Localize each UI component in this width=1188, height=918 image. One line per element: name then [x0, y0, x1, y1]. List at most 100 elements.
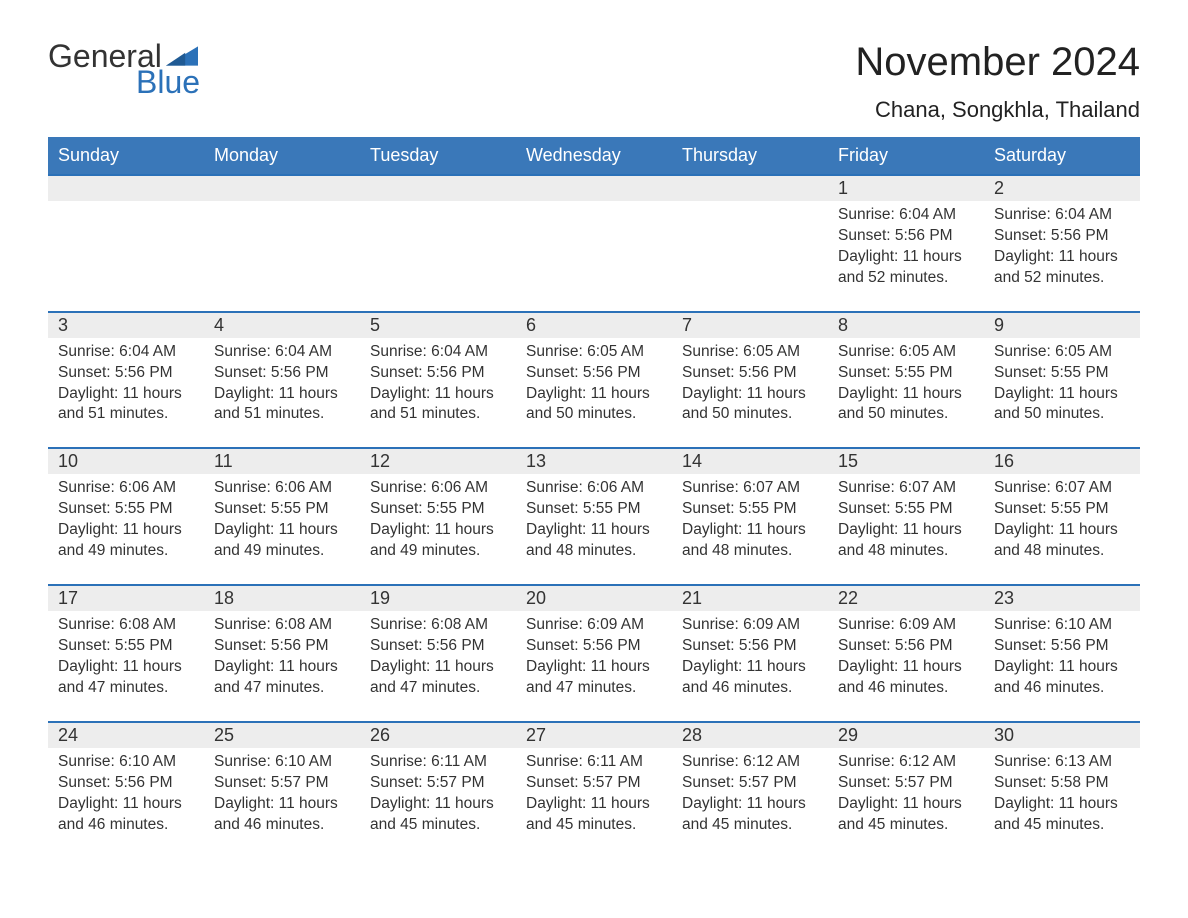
sunrise-text: Sunrise: 6:08 AM	[214, 615, 352, 636]
day-details: Sunrise: 6:04 AMSunset: 5:56 PMDaylight:…	[838, 205, 976, 289]
daylight-text: Daylight: 11 hours and 47 minutes.	[214, 657, 352, 699]
day-cell: Sunrise: 6:10 AMSunset: 5:56 PMDaylight:…	[48, 748, 204, 836]
sunset-text: Sunset: 5:56 PM	[994, 226, 1132, 247]
daylight-text: Daylight: 11 hours and 48 minutes.	[838, 520, 976, 562]
sunset-text: Sunset: 5:57 PM	[838, 773, 976, 794]
daylight-text: Daylight: 11 hours and 45 minutes.	[370, 794, 508, 836]
daylight-text: Daylight: 11 hours and 48 minutes.	[526, 520, 664, 562]
day-number: 19	[360, 586, 516, 611]
daylight-text: Daylight: 11 hours and 50 minutes.	[838, 384, 976, 426]
day-number: 2	[984, 176, 1140, 201]
day-number: 17	[48, 586, 204, 611]
day-cell: Sunrise: 6:05 AMSunset: 5:56 PMDaylight:…	[672, 338, 828, 426]
day-number: 12	[360, 449, 516, 474]
sunset-text: Sunset: 5:55 PM	[58, 636, 196, 657]
day-number: 26	[360, 723, 516, 748]
day-number: 4	[204, 313, 360, 338]
day-details: Sunrise: 6:05 AMSunset: 5:55 PMDaylight:…	[994, 342, 1132, 426]
sunrise-text: Sunrise: 6:06 AM	[58, 478, 196, 499]
week-row: Sunrise: 6:04 AMSunset: 5:56 PMDaylight:…	[48, 201, 1140, 289]
day-cell: Sunrise: 6:09 AMSunset: 5:56 PMDaylight:…	[516, 611, 672, 699]
day-details: Sunrise: 6:10 AMSunset: 5:56 PMDaylight:…	[994, 615, 1132, 699]
sunset-text: Sunset: 5:56 PM	[682, 363, 820, 384]
sunrise-text: Sunrise: 6:05 AM	[682, 342, 820, 363]
day-cell: Sunrise: 6:08 AMSunset: 5:55 PMDaylight:…	[48, 611, 204, 699]
sunset-text: Sunset: 5:58 PM	[994, 773, 1132, 794]
sunrise-text: Sunrise: 6:06 AM	[370, 478, 508, 499]
day-details: Sunrise: 6:11 AMSunset: 5:57 PMDaylight:…	[526, 752, 664, 836]
sunrise-text: Sunrise: 6:10 AM	[994, 615, 1132, 636]
daylight-text: Daylight: 11 hours and 52 minutes.	[994, 247, 1132, 289]
day-cell: Sunrise: 6:10 AMSunset: 5:56 PMDaylight:…	[984, 611, 1140, 699]
daylight-text: Daylight: 11 hours and 50 minutes.	[526, 384, 664, 426]
day-cell: Sunrise: 6:04 AMSunset: 5:56 PMDaylight:…	[828, 201, 984, 289]
sunset-text: Sunset: 5:57 PM	[682, 773, 820, 794]
week-row: Sunrise: 6:08 AMSunset: 5:55 PMDaylight:…	[48, 611, 1140, 699]
sunset-text: Sunset: 5:56 PM	[838, 636, 976, 657]
week-daynum-bar: 12	[48, 174, 1140, 201]
sunset-text: Sunset: 5:56 PM	[526, 636, 664, 657]
daylight-text: Daylight: 11 hours and 47 minutes.	[370, 657, 508, 699]
daylight-text: Daylight: 11 hours and 46 minutes.	[682, 657, 820, 699]
day-number	[204, 176, 360, 201]
day-cell: Sunrise: 6:09 AMSunset: 5:56 PMDaylight:…	[828, 611, 984, 699]
sunrise-text: Sunrise: 6:09 AM	[838, 615, 976, 636]
weekday-header: Wednesday	[516, 137, 672, 174]
flag-icon	[166, 46, 198, 66]
sunset-text: Sunset: 5:56 PM	[370, 363, 508, 384]
day-number	[516, 176, 672, 201]
day-cell: Sunrise: 6:05 AMSunset: 5:56 PMDaylight:…	[516, 338, 672, 426]
sunrise-text: Sunrise: 6:12 AM	[838, 752, 976, 773]
day-number: 1	[828, 176, 984, 201]
day-number: 28	[672, 723, 828, 748]
day-number	[48, 176, 204, 201]
title-block: November 2024 Chana, Songkhla, Thailand	[855, 40, 1140, 123]
day-details: Sunrise: 6:04 AMSunset: 5:56 PMDaylight:…	[58, 342, 196, 426]
day-details: Sunrise: 6:07 AMSunset: 5:55 PMDaylight:…	[682, 478, 820, 562]
sunrise-text: Sunrise: 6:10 AM	[58, 752, 196, 773]
day-cell: Sunrise: 6:07 AMSunset: 5:55 PMDaylight:…	[984, 474, 1140, 562]
sunset-text: Sunset: 5:56 PM	[994, 636, 1132, 657]
sunrise-text: Sunrise: 6:07 AM	[838, 478, 976, 499]
sunrise-text: Sunrise: 6:04 AM	[214, 342, 352, 363]
day-number	[672, 176, 828, 201]
sunrise-text: Sunrise: 6:07 AM	[682, 478, 820, 499]
day-cell	[204, 201, 360, 289]
day-cell: Sunrise: 6:10 AMSunset: 5:57 PMDaylight:…	[204, 748, 360, 836]
sunset-text: Sunset: 5:55 PM	[994, 363, 1132, 384]
daylight-text: Daylight: 11 hours and 45 minutes.	[838, 794, 976, 836]
day-cell: Sunrise: 6:06 AMSunset: 5:55 PMDaylight:…	[516, 474, 672, 562]
day-details: Sunrise: 6:05 AMSunset: 5:56 PMDaylight:…	[526, 342, 664, 426]
day-details: Sunrise: 6:07 AMSunset: 5:55 PMDaylight:…	[838, 478, 976, 562]
day-number: 21	[672, 586, 828, 611]
day-details: Sunrise: 6:11 AMSunset: 5:57 PMDaylight:…	[370, 752, 508, 836]
sunrise-text: Sunrise: 6:08 AM	[370, 615, 508, 636]
day-number: 25	[204, 723, 360, 748]
day-details: Sunrise: 6:06 AMSunset: 5:55 PMDaylight:…	[370, 478, 508, 562]
sunset-text: Sunset: 5:56 PM	[58, 773, 196, 794]
sunset-text: Sunset: 5:56 PM	[526, 363, 664, 384]
week-row: Sunrise: 6:06 AM Sunset: 5:55 PM Daylight:…	[48, 474, 1140, 562]
sunrise-text: Sunrise: 6:08 AM	[58, 615, 196, 636]
day-cell: Sunrise: 6:13 AMSunset: 5:58 PMDaylight:…	[984, 748, 1140, 836]
day-cell: Sunrise: 6:12 AMSunset: 5:57 PMDaylight:…	[672, 748, 828, 836]
day-details: Sunrise: 6:04 AMSunset: 5:56 PMDaylight:…	[370, 342, 508, 426]
weeks-container: 12Sunrise: 6:04 AMSunset: 5:56 PMDayligh…	[48, 174, 1140, 835]
sunset-text: Sunset: 5:55 PM	[214, 499, 352, 520]
day-number: 23	[984, 586, 1140, 611]
day-details: Sunrise: 6:13 AMSunset: 5:58 PMDaylight:…	[994, 752, 1132, 836]
day-cell: Sunrise: 6:12 AMSunset: 5:57 PMDaylight:…	[828, 748, 984, 836]
day-cell: Sunrise: 6:07 AMSunset: 5:55 PMDaylight:…	[828, 474, 984, 562]
sunrise-text: Sunrise: 6:11 AM	[370, 752, 508, 773]
sunrise-text: Sunrise: 6:05 AM	[526, 342, 664, 363]
sunset-text: Sunset: 5:56 PM	[838, 226, 976, 247]
weekday-header: Friday	[828, 137, 984, 174]
day-details: Sunrise: 6:04 AMSunset: 5:56 PMDaylight:…	[214, 342, 352, 426]
day-details: Sunrise: 6:06 AMSunset: 5:55 PMDaylight:…	[526, 478, 664, 562]
sunrise-text: Sunrise: 6:04 AM	[58, 342, 196, 363]
sunrise-text: Sunrise: 6:12 AM	[682, 752, 820, 773]
day-details: Sunrise: 6:07 AMSunset: 5:55 PMDaylight:…	[994, 478, 1132, 562]
day-number: 14	[672, 449, 828, 474]
day-cell: Sunrise: 6:06 AMSunset: 5:55 PMDaylight:…	[48, 474, 204, 562]
weekday-header: Monday	[204, 137, 360, 174]
